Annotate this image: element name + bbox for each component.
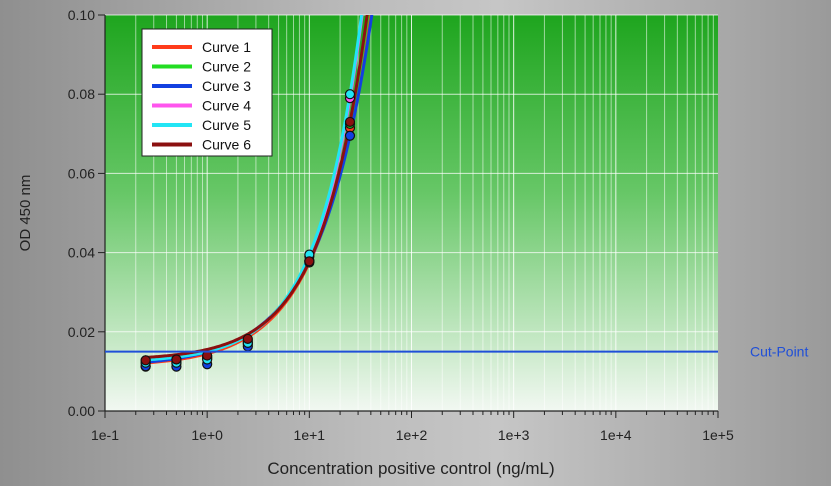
legend-label: Curve 3	[202, 78, 251, 94]
x-tick-label: 1e+2	[396, 427, 428, 443]
x-tick-label: 1e-1	[91, 427, 119, 443]
x-tick-label: 1e+3	[498, 427, 530, 443]
y-tick-label: 0.00	[68, 403, 95, 419]
data-point	[171, 354, 182, 365]
reference-line-group: Cut-Point	[105, 344, 808, 360]
legend-box	[141, 28, 273, 157]
x-tick-label: 1e+1	[294, 427, 326, 443]
axes: 1e-1 1e+0 1e+1 1e+2 1e+3 1e+4 1e+5 0.00 0.02 0.04…	[68, 7, 734, 443]
cut-point-label: Cut-Point	[750, 344, 808, 360]
legend-label: Curve 2	[202, 59, 251, 75]
data-point	[304, 256, 315, 267]
legend-label: Curve 5	[202, 117, 251, 133]
legend: Curve 1 Curve 2 Curve 3 Curve 4 Curve 5 Curve…	[141, 28, 273, 157]
data-points	[140, 89, 356, 372]
y-tick-label: 0.04	[68, 245, 95, 261]
y-tick-label: 0.10	[68, 7, 95, 23]
y-tick-label: 0.06	[68, 165, 95, 181]
x-tick-label: 1e+0	[191, 427, 223, 443]
y-tick-label: 0.08	[68, 86, 95, 102]
legend-label: Curve 6	[202, 137, 251, 153]
x-axis-label: Concentration positive control (ng/mL)	[267, 459, 554, 478]
x-tick-label: 1e+5	[702, 427, 734, 443]
data-point	[344, 89, 356, 100]
data-point	[140, 355, 151, 366]
data-point	[344, 116, 356, 128]
x-tick-label: 1e+4	[600, 427, 632, 443]
legend-label: Curve 1	[202, 39, 251, 55]
y-tick-label: 0.02	[68, 324, 95, 340]
legend-label: Curve 4	[202, 98, 251, 114]
data-point	[242, 333, 253, 345]
y-axis-label: OD 450 nm	[17, 175, 34, 252]
data-point	[344, 130, 356, 141]
